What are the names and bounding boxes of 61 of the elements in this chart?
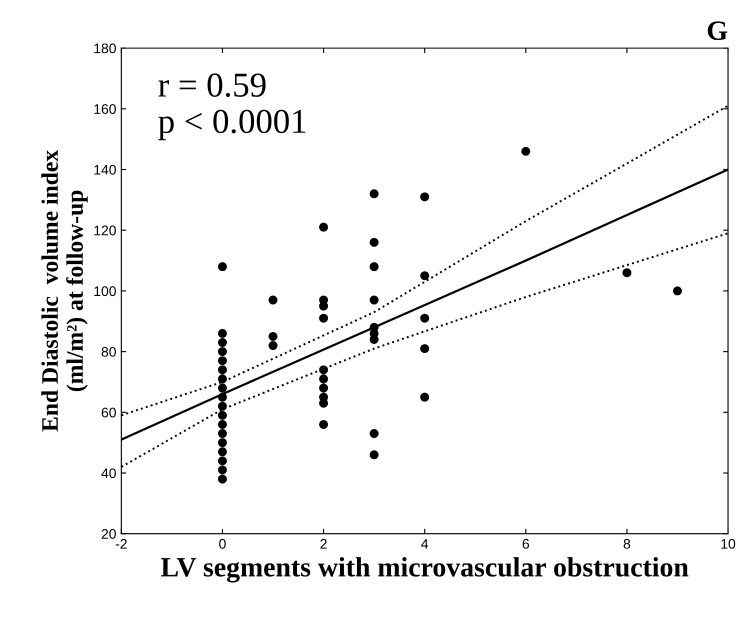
point (218, 347, 227, 356)
point (672, 286, 682, 296)
point (268, 296, 278, 305)
point (218, 374, 227, 384)
y-tick-label: 40 (101, 468, 116, 478)
point (268, 332, 278, 341)
point (370, 262, 379, 272)
y-tick-label: 100 (94, 286, 116, 296)
point (218, 328, 227, 338)
point (218, 356, 227, 366)
point (319, 314, 328, 323)
y-tick-label: 160 (94, 104, 116, 114)
y-tick-label: 120 (94, 226, 116, 236)
y-tick-label: 60 (102, 408, 116, 418)
point (218, 456, 227, 466)
point (420, 392, 430, 402)
point (218, 365, 227, 374)
point (420, 344, 430, 354)
y-tick-label: 140 (94, 164, 116, 175)
point (218, 429, 227, 438)
y-axis-title: End Diastolic volume index (ml/m²) at follow-up (41, 150, 88, 432)
point (218, 474, 227, 484)
point (218, 447, 227, 456)
y-tick-label: 80 (102, 346, 116, 357)
point (218, 262, 227, 272)
point (319, 365, 328, 374)
point (370, 238, 379, 247)
point (218, 420, 227, 429)
point (268, 341, 278, 350)
x-tick-label: 6 (522, 538, 530, 549)
point (218, 384, 227, 393)
point (521, 146, 530, 156)
point (319, 374, 328, 384)
point (420, 192, 430, 202)
x-tick-label: 4 (421, 539, 428, 549)
x-tick-label: -2 (116, 538, 127, 549)
point (218, 410, 227, 420)
point (622, 268, 632, 278)
x-tick-label: 2 (320, 538, 327, 549)
point (319, 384, 328, 393)
text: G (708, 21, 728, 40)
point (420, 314, 430, 323)
y-tick-label: 180 (94, 43, 116, 54)
point (370, 296, 379, 305)
x-tick-label: 0 (219, 538, 226, 549)
point (218, 438, 227, 448)
point (370, 189, 379, 198)
point (218, 465, 227, 474)
point (319, 222, 328, 232)
y-tick-label: 20 (102, 529, 116, 539)
x-tick-label: 10 (721, 538, 736, 549)
annotation: r = 0.59 p < 0.0001 (158, 73, 306, 140)
point (218, 338, 227, 348)
point (420, 271, 430, 280)
point (370, 429, 379, 438)
point (370, 450, 379, 460)
x-axis-title: LV segments with microvascular obstruction (160, 557, 688, 582)
x-tick-label: 8 (624, 538, 630, 549)
point (218, 402, 227, 411)
point (218, 392, 227, 402)
point (319, 420, 328, 429)
